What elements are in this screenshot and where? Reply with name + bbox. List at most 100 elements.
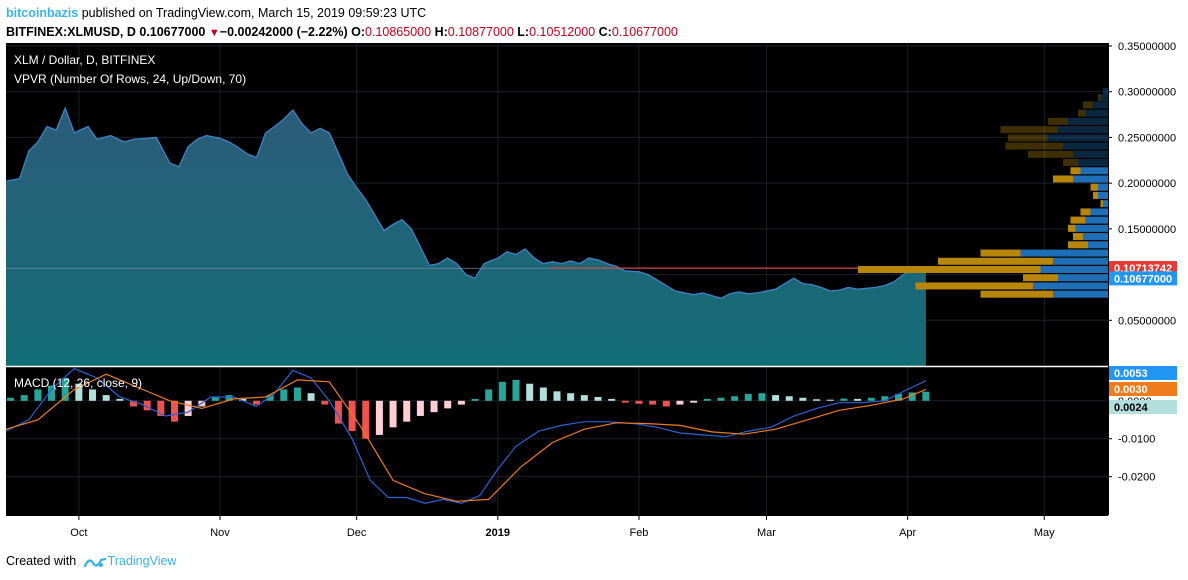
y-tick-label: 0.20000000 xyxy=(1118,178,1176,190)
symbol-label: BITFINEX:XLMUSD, D xyxy=(6,25,136,39)
macd-histogram-bar xyxy=(649,400,657,405)
vp-row-up xyxy=(1098,191,1108,199)
macd-histogram-bar xyxy=(280,389,288,401)
macd-histogram-bar xyxy=(444,400,452,409)
macd-histogram-bar xyxy=(362,400,370,439)
macd-histogram-bar xyxy=(553,391,561,401)
macd-histogram-bar xyxy=(184,400,192,416)
macd-histogram-bar xyxy=(20,395,28,401)
macd-histogram-bar xyxy=(430,400,438,413)
x-tick-label: Apr xyxy=(899,527,916,539)
macd-histogram-bar xyxy=(48,385,56,401)
macd-line xyxy=(5,367,927,504)
vp-row-down xyxy=(1100,200,1103,208)
volume-profile[interactable] xyxy=(858,87,1108,298)
macd-pane[interactable] xyxy=(5,367,930,504)
macd-histogram-bar xyxy=(375,400,383,435)
macd-histogram-bar xyxy=(608,398,616,401)
close-value: 0.10677000 xyxy=(611,25,678,39)
vp-row-down xyxy=(1080,208,1091,216)
created-with-text: Created with xyxy=(6,554,77,568)
vp-row-down xyxy=(1070,167,1081,175)
high-label: H: xyxy=(434,25,448,39)
macd-histogram-bar xyxy=(854,398,862,401)
vp-row-up xyxy=(1085,216,1108,224)
macd-histogram-bar xyxy=(594,397,602,401)
macd-histogram-bar xyxy=(840,398,848,401)
vp-row-up xyxy=(1068,117,1108,125)
published-text: published on TradingView.com, March 15, … xyxy=(81,6,427,20)
macd-histogram-bar xyxy=(321,400,329,405)
histogram-value-tag: 0.0024 xyxy=(1114,402,1149,414)
vp-row-up xyxy=(1048,134,1108,142)
vp-row-down xyxy=(1063,159,1078,167)
macd-histogram-bar xyxy=(116,398,124,401)
open-value: 0.10865000 xyxy=(365,25,432,39)
macd-histogram-bar xyxy=(744,393,752,401)
close-label: C: xyxy=(598,25,612,39)
macd-histogram-bar xyxy=(170,400,178,422)
vp-row-up xyxy=(1020,249,1108,257)
vp-row-up xyxy=(1083,233,1108,241)
vp-row-up xyxy=(1103,87,1108,95)
tradingview-brand[interactable]: TradingView xyxy=(107,554,177,568)
chart-header: bitcoinbazis published on TradingView.co… xyxy=(6,4,1176,40)
author-name[interactable]: bitcoinbazis xyxy=(6,6,79,20)
price-area-fill xyxy=(6,108,926,366)
macd-histogram-bar xyxy=(498,381,506,401)
last-price-tag-bg xyxy=(1109,271,1177,286)
vp-row-up xyxy=(1088,241,1108,249)
macd-histogram-bar xyxy=(7,397,15,401)
vp-row-down xyxy=(1000,126,1058,134)
macd-histogram-bar xyxy=(580,395,588,401)
macd-histogram-bar xyxy=(826,399,834,401)
vp-row-down xyxy=(858,266,1041,273)
vp-row-up xyxy=(1075,224,1108,232)
vp-row-down xyxy=(1048,117,1068,125)
macd-histogram-bar xyxy=(471,398,479,401)
macd-histogram-bar xyxy=(567,393,575,401)
macd-histogram-bar xyxy=(731,396,739,401)
chart-canvas[interactable]: OctNovDec2019FebMarAprMay0.050000000.100… xyxy=(0,40,1188,550)
macd-histogram-bar xyxy=(89,389,97,401)
open-label: O: xyxy=(351,25,366,39)
macd-histogram-bar xyxy=(102,395,110,401)
macd-histogram-bar xyxy=(785,396,793,401)
vp-row-down xyxy=(1090,183,1098,191)
macd-y-tick-label: -0.0100 xyxy=(1118,434,1155,446)
vp-row-down xyxy=(1093,191,1098,199)
vp-row-up xyxy=(1098,183,1108,191)
vpvr-title[interactable]: VPVR (Number Of Rows, 24, Up/Down, 70) xyxy=(14,72,246,86)
vp-row-down xyxy=(1068,224,1076,232)
macd-histogram-bar xyxy=(512,379,520,401)
vp-row-up xyxy=(1090,208,1108,216)
macd-histogram-bar xyxy=(895,393,903,401)
vp-row-down xyxy=(1078,109,1086,117)
signal-line xyxy=(5,373,927,502)
vp-row-down xyxy=(938,257,1053,265)
vp-row-down xyxy=(1005,142,1063,150)
price-change: −0.00242000 (−2.22%) xyxy=(219,25,348,39)
axes: OctNovDec2019FebMarAprMay0.050000000.100… xyxy=(6,41,1176,539)
macd-histogram-bar xyxy=(867,397,875,401)
vp-row-up xyxy=(1085,109,1108,117)
macd-histogram-bar xyxy=(266,395,274,401)
vp-row-down xyxy=(980,290,1053,298)
macd-histogram-bar xyxy=(75,383,83,401)
x-tick-label: Dec xyxy=(347,527,367,539)
low-value: 0.10512000 xyxy=(529,25,596,39)
vp-row-up xyxy=(1053,257,1108,265)
macd-histogram-bar xyxy=(922,391,930,401)
vp-row-down xyxy=(980,249,1021,257)
macd-histogram-bar xyxy=(662,400,670,407)
vp-row-up xyxy=(1053,290,1108,298)
macd-histogram-bar xyxy=(526,383,534,401)
main-series-title[interactable]: XLM / Dollar, D, BITFINEX xyxy=(14,53,155,67)
macd-value-tag: 0.0053 xyxy=(1114,368,1148,380)
macd-title[interactable]: MACD (12, 26, close, 9) xyxy=(14,376,142,390)
macd-histogram-bar xyxy=(348,400,356,432)
macd-histogram-bar xyxy=(307,393,315,401)
x-tick-label: Mar xyxy=(757,527,776,539)
macd-histogram-bar xyxy=(772,395,780,401)
vp-row-down xyxy=(1070,216,1086,224)
